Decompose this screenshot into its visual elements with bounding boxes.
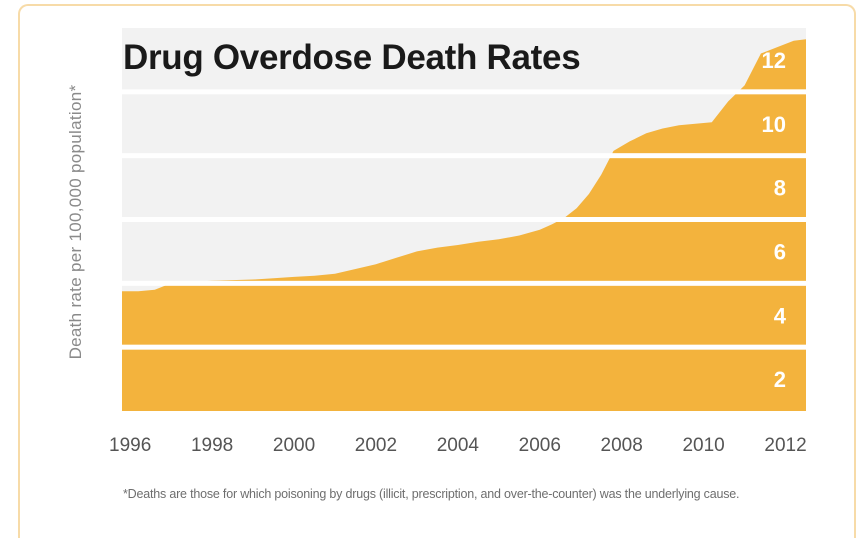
y-tick-label: 4 [774,303,787,328]
x-tick-label: 2004 [437,435,480,456]
x-tick-label: 2002 [355,435,397,456]
chart-footnote: *Deaths are those for which poisoning by… [123,487,740,501]
y-tick-label: 12 [762,48,786,73]
x-tick-label: 2010 [682,435,724,456]
y-tick-label: 10 [762,112,786,137]
overdose-rate-area [122,39,806,411]
y-tick-label: 8 [774,176,786,201]
x-tick-label: 2000 [273,435,315,456]
y-tick-label: 2 [774,367,786,392]
grid-line [122,217,806,222]
chart-title: Drug Overdose Death Rates [123,38,581,77]
y-axis-label: Death rate per 100,000 population* [66,84,85,360]
x-tick-label: 2012 [764,435,806,456]
grid-line [122,153,806,159]
x-tick-label: 1998 [191,435,233,456]
grid-band [122,28,806,92]
grid-line [122,344,806,350]
grid-line [122,280,806,286]
x-tick-label: 2008 [601,435,643,456]
grid-line [122,89,806,95]
x-tick-label: 1996 [109,435,151,456]
x-tick-label: 2006 [519,435,561,456]
y-tick-label: 6 [774,239,786,264]
